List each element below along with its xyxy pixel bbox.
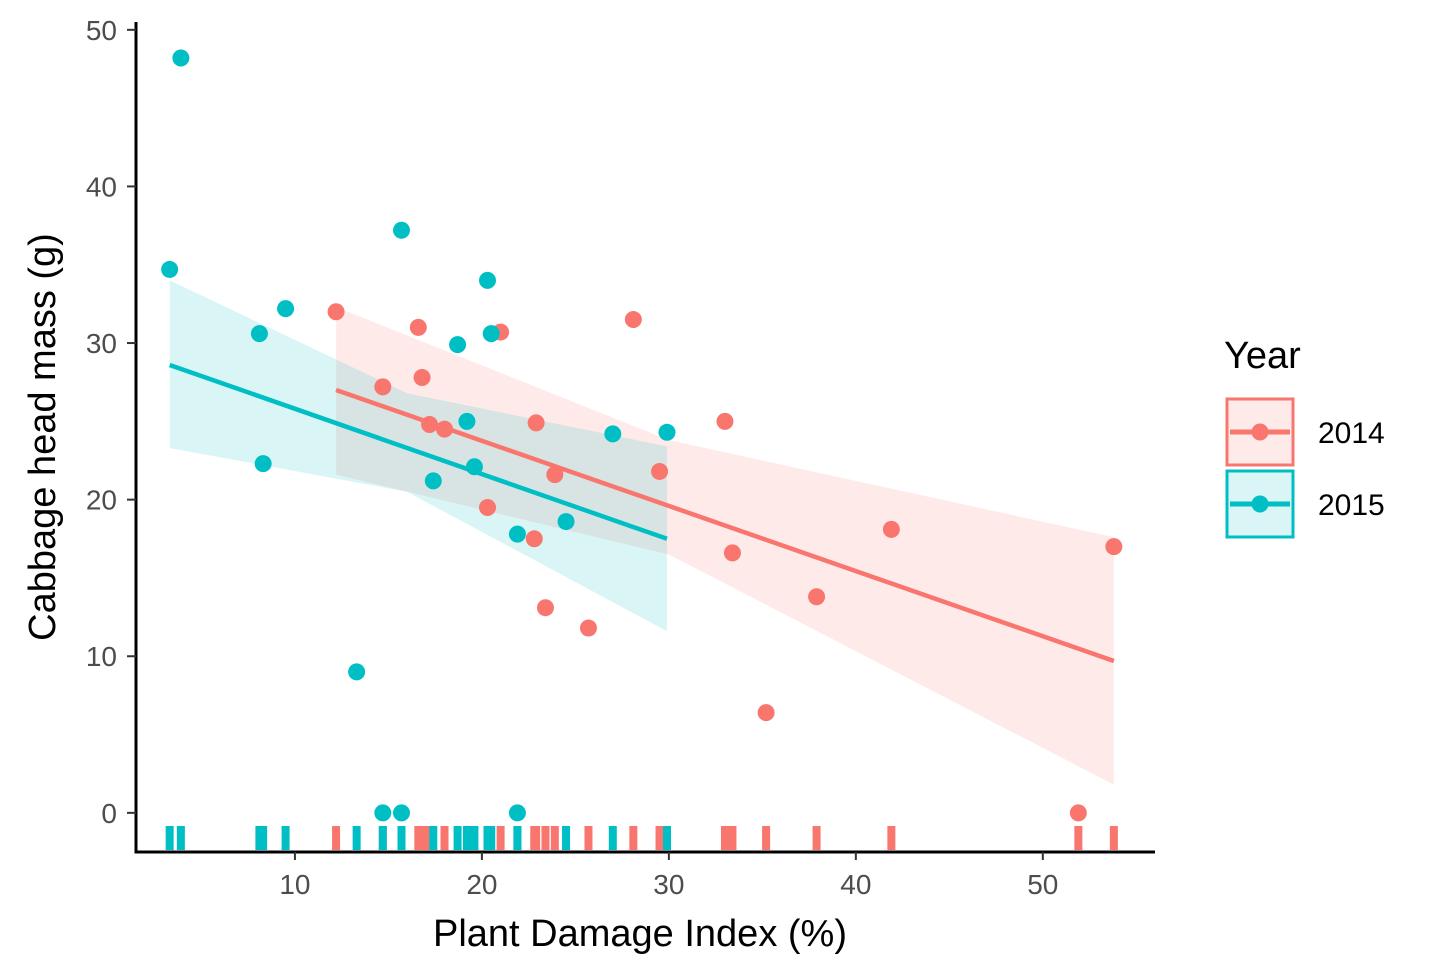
point-2015-14 (482, 325, 500, 343)
point-2014-15 (716, 412, 734, 430)
y-tick-label-20: 20 (86, 485, 117, 516)
x-tick-label-30: 30 (653, 869, 684, 900)
x-tick-label-50: 50 (1027, 869, 1058, 900)
y-tick-label-50: 50 (86, 15, 117, 46)
point-2014-1 (374, 378, 392, 396)
y-tick-label-10: 10 (86, 641, 117, 672)
y-tick-label-0: 0 (101, 798, 117, 829)
fit-line-2015 (168, 362, 668, 541)
point-2014-21 (1105, 538, 1123, 556)
point-2015-13 (479, 271, 497, 289)
point-2014-12 (579, 619, 597, 637)
point-2015-4 (277, 300, 295, 318)
x-tick-label-20: 20 (466, 869, 497, 900)
point-2015-16 (508, 804, 526, 822)
point-2014-2 (409, 318, 427, 336)
point-2015-10 (449, 336, 467, 354)
x-ticks: 10 20 30 40 50 (279, 852, 1058, 900)
point-2015-11 (458, 412, 476, 430)
legend-key-point-2015 (1251, 495, 1269, 513)
legend-key-point-2014 (1251, 423, 1269, 441)
fit-line-2014 (335, 387, 1115, 664)
point-2014-10 (536, 599, 554, 617)
rug-marks (165, 826, 1118, 850)
point-2015-3 (254, 455, 272, 473)
point-2015-8 (393, 221, 411, 239)
regression-lines (168, 362, 1115, 664)
data-points (161, 49, 1123, 822)
point-2015-2 (250, 325, 268, 343)
point-2015-12 (465, 458, 483, 476)
legend-label-2014: 2014 (1318, 417, 1385, 450)
confidence-bands (169, 280, 1114, 785)
legend-title: Year (1224, 335, 1301, 377)
point-2014-19 (882, 520, 900, 538)
point-2015-18 (604, 425, 622, 443)
y-axis-title: Cabbage head mass (g) (22, 233, 64, 641)
legend: Year 2014 2015 (1224, 335, 1385, 539)
point-2015-5 (348, 663, 366, 681)
point-2014-13 (624, 311, 642, 329)
point-2014-18 (808, 588, 826, 606)
point-2014-9 (527, 414, 545, 432)
axes (134, 22, 1155, 854)
point-2015-19 (658, 423, 676, 441)
point-2015-1 (172, 49, 190, 67)
point-2014-4 (421, 415, 439, 433)
point-2014-8 (525, 530, 543, 548)
point-2014-5 (436, 420, 454, 438)
ci-band-2015 (169, 280, 667, 632)
x-axis-title: Plant Damage Index (%) (433, 913, 847, 955)
point-2014-14 (651, 462, 669, 480)
point-2015-9 (424, 472, 442, 490)
legend-label-2015: 2015 (1318, 489, 1385, 522)
x-tick-label-40: 40 (840, 869, 871, 900)
point-2014-16 (723, 544, 741, 562)
point-2015-17 (557, 513, 575, 531)
ci-band-2014 (336, 307, 1114, 785)
point-2014-3 (413, 368, 431, 386)
y-tick-label-40: 40 (86, 171, 117, 202)
point-2015-6 (374, 804, 392, 822)
point-2014-0 (327, 303, 345, 321)
point-2014-11 (546, 466, 564, 484)
point-2015-15 (508, 525, 526, 543)
point-2015-0 (161, 260, 179, 278)
y-ticks: 0 10 20 30 40 50 (86, 15, 136, 829)
point-2014-6 (479, 498, 497, 516)
y-tick-label-30: 30 (86, 328, 117, 359)
point-2014-20 (1069, 804, 1087, 822)
point-2014-17 (757, 704, 775, 722)
x-tick-label-10: 10 (279, 869, 310, 900)
point-2015-7 (393, 804, 411, 822)
